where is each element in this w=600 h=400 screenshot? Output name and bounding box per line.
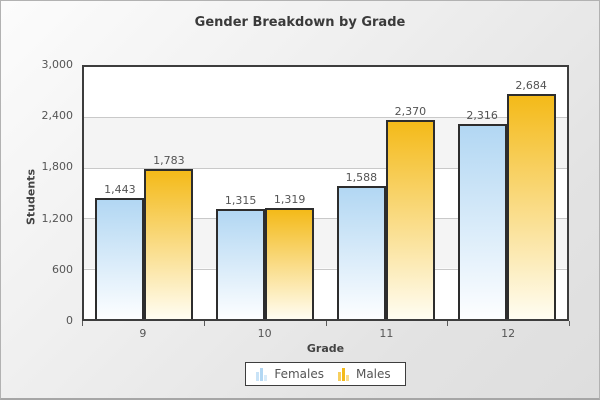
- bar-value-label: 1,443: [104, 182, 136, 196]
- bar-females-grade-9[interactable]: 1,443: [95, 183, 145, 319]
- bar-groups: 1,443 1,783 1,315 1,319 1,588 2,370 2,316 2,684: [84, 67, 567, 319]
- legend-label-females: Females: [274, 367, 324, 381]
- y-tick-label: 2,400: [41, 109, 74, 123]
- plot-area: 1,443 1,783 1,315 1,319 1,588 2,370 2,316 2,684: [82, 65, 569, 321]
- bar-value-label: 1,783: [153, 154, 185, 168]
- bar-value-label: 2,316: [466, 109, 498, 123]
- bar-group-grade-10: 1,315 1,319: [205, 67, 326, 319]
- females-mini-bars-icon: [256, 367, 268, 381]
- x-axis-title: Grade: [306, 342, 345, 355]
- bar-males-grade-12[interactable]: 2,684: [506, 79, 556, 319]
- x-tick-label-grade-12: 12: [501, 327, 516, 340]
- x-tick: [569, 321, 570, 326]
- bar-females-grade-11[interactable]: 1,588: [336, 171, 386, 319]
- legend-row: Females Males: [82, 362, 569, 386]
- gridline: [84, 268, 567, 270]
- x-tick: [447, 321, 449, 326]
- x-tick: [203, 321, 205, 326]
- y-tick-label: 3,000: [41, 58, 74, 71]
- males-mini-bars-icon: [337, 367, 349, 381]
- legend: Females Males: [245, 362, 406, 386]
- bar-group-grade-11: 1,588 2,370: [326, 67, 447, 319]
- x-axis-labels: 9 10 11 12: [82, 327, 569, 340]
- x-tick-label-grade-10: 10: [257, 327, 272, 340]
- y-tick-label: 600: [52, 262, 73, 276]
- bar-value-label: 1,319: [273, 193, 306, 207]
- x-tick-label-grade-11: 11: [379, 327, 394, 340]
- legend-label-males: Males: [355, 367, 391, 381]
- bar-group-grade-9: 1,443 1,783: [84, 67, 205, 319]
- bar-males-grade-11[interactable]: 2,370: [385, 105, 435, 319]
- bar-group-grade-12: 2,316 2,684: [446, 67, 567, 319]
- bar-females-grade-10[interactable]: 1,315: [216, 194, 266, 319]
- x-tick: [82, 321, 83, 326]
- bar-males-grade-9[interactable]: 1,783: [144, 154, 194, 319]
- legend-item-males[interactable]: Males: [337, 367, 391, 381]
- bar-value-label: 2,370: [394, 104, 427, 118]
- chart-title: Gender Breakdown by Grade: [194, 15, 406, 30]
- gridline: [84, 117, 567, 119]
- y-tick-label: 1,800: [41, 160, 74, 174]
- legend-item-females[interactable]: Females: [256, 367, 324, 381]
- bar-males-grade-10[interactable]: 1,319: [265, 193, 315, 319]
- gridline: [84, 167, 567, 169]
- gridline: [84, 218, 567, 220]
- bar-value-label: 2,684: [515, 78, 547, 92]
- x-tick: [325, 321, 327, 326]
- bar-value-label: 1,315: [224, 193, 257, 207]
- bar-females-grade-12[interactable]: 2,316: [457, 109, 507, 319]
- bar-value-label: 1,588: [345, 170, 378, 184]
- y-tick-label: 0: [66, 314, 73, 327]
- x-tick-label-grade-9: 9: [139, 327, 147, 340]
- y-tick-label: 1,200: [41, 211, 74, 225]
